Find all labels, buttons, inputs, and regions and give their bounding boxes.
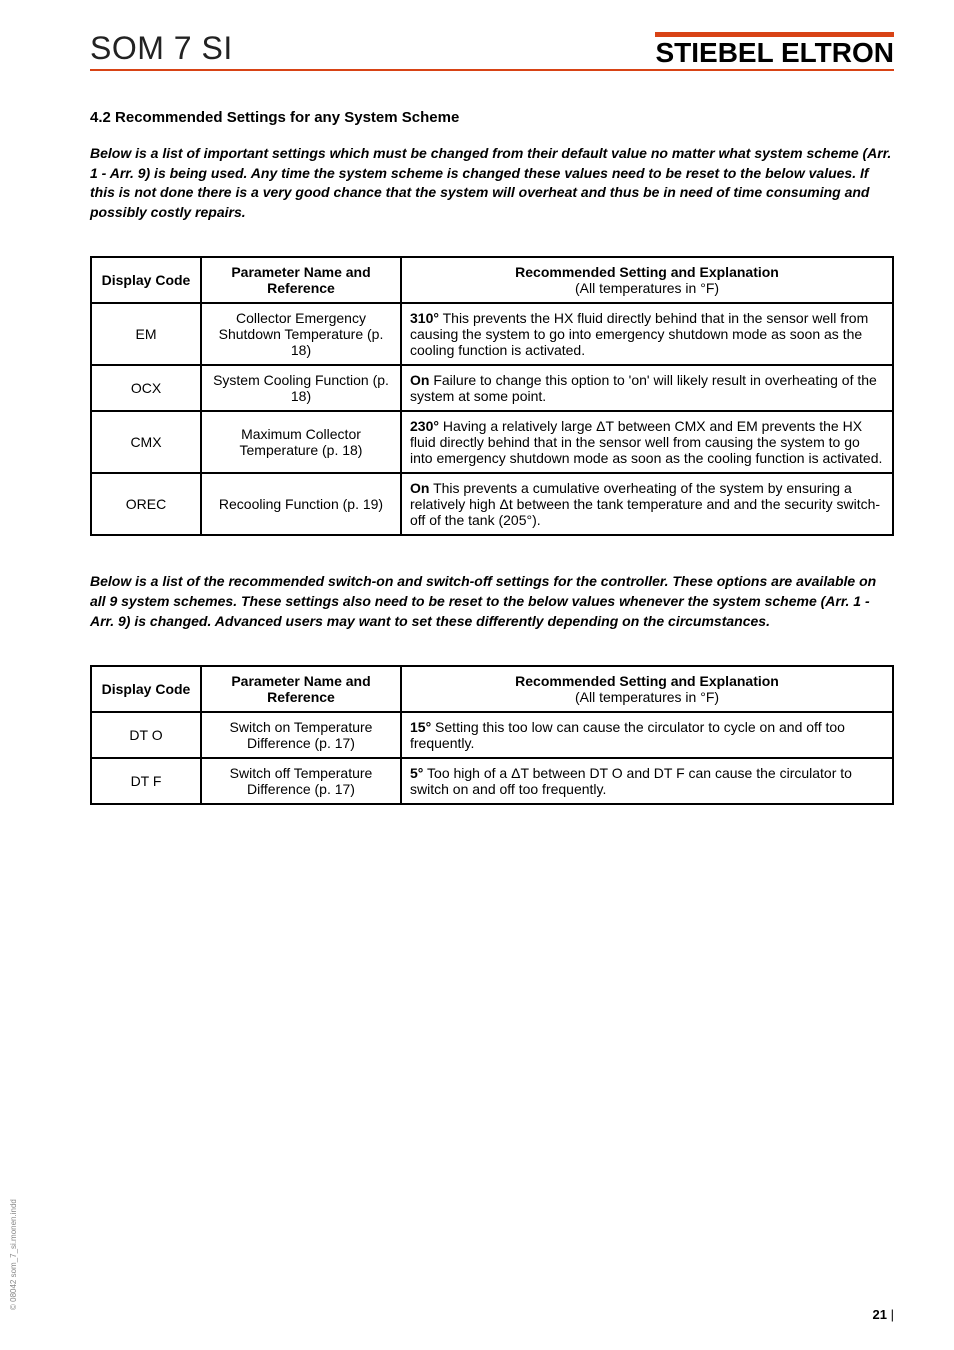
- table-header-row: Display Code Parameter Name and Referenc…: [91, 257, 893, 303]
- th-expl-line2: (All temperatures in °F): [410, 689, 884, 705]
- brand-logo: STIEBEL ELTRON: [655, 32, 894, 67]
- product-title: SOM 7 SI: [90, 30, 233, 67]
- th-explanation: Recommended Setting and Explanation (All…: [401, 257, 893, 303]
- table-row: DT OSwitch on Temperature Difference (p.…: [91, 712, 893, 758]
- cell-param-name: Switch on Temperature Difference (p. 17): [201, 712, 401, 758]
- intro-paragraph-1: Below is a list of important settings wh…: [90, 144, 894, 222]
- settings-table-1: Display Code Parameter Name and Referenc…: [90, 256, 894, 536]
- cell-explanation: 15° Setting this too low can cause the c…: [401, 712, 893, 758]
- cell-param-name: Maximum Collector Temperature (p. 18): [201, 411, 401, 473]
- table-row: CMXMaximum Collector Temperature (p. 18)…: [91, 411, 893, 473]
- section-heading: 4.2 Recommended Settings for any System …: [90, 109, 894, 126]
- cell-display-code: DT O: [91, 712, 201, 758]
- brand-text: STIEBEL ELTRON: [655, 32, 894, 67]
- cell-value-bold: On: [410, 480, 429, 496]
- cell-param-name: Recooling Function (p. 19): [201, 473, 401, 535]
- cell-explanation: 310° This prevents the HX fluid directly…: [401, 303, 893, 365]
- cell-explanation: 230° Having a relatively large ΔT betwee…: [401, 411, 893, 473]
- cell-display-code: OREC: [91, 473, 201, 535]
- cell-explanation: On Failure to change this option to 'on'…: [401, 365, 893, 411]
- cell-value-bold: 5°: [410, 765, 423, 781]
- cell-display-code: CMX: [91, 411, 201, 473]
- cell-value-bold: 15°: [410, 719, 431, 735]
- cell-param-name: Collector Emergency Shutdown Temperature…: [201, 303, 401, 365]
- cell-value-bold: 310°: [410, 310, 439, 326]
- table-row: OCXSystem Cooling Function (p. 18)On Fai…: [91, 365, 893, 411]
- page-number: 21 |: [873, 1307, 894, 1322]
- cell-display-code: DT F: [91, 758, 201, 804]
- side-copyright: © 08042 som_7_si.monen.indd: [9, 1199, 18, 1310]
- page-header: SOM 7 SI STIEBEL ELTRON: [90, 30, 894, 71]
- settings-table-2: Display Code Parameter Name and Referenc…: [90, 665, 894, 805]
- th-expl-line1: Recommended Setting and Explanation: [515, 673, 779, 689]
- page-number-value: 21: [873, 1307, 887, 1322]
- cell-display-code: EM: [91, 303, 201, 365]
- cell-display-code: OCX: [91, 365, 201, 411]
- th-display-code: Display Code: [91, 257, 201, 303]
- th-display-code: Display Code: [91, 666, 201, 712]
- th-param-name: Parameter Name and Reference: [201, 666, 401, 712]
- cell-param-name: Switch off Temperature Difference (p. 17…: [201, 758, 401, 804]
- table-row: EMCollector Emergency Shutdown Temperatu…: [91, 303, 893, 365]
- cell-value-bold: 230°: [410, 418, 439, 434]
- cell-param-name: System Cooling Function (p. 18): [201, 365, 401, 411]
- intro-paragraph-2: Below is a list of the recommended switc…: [90, 572, 894, 631]
- th-expl-line1: Recommended Setting and Explanation: [515, 264, 779, 280]
- table-row: DT FSwitch off Temperature Difference (p…: [91, 758, 893, 804]
- th-explanation: Recommended Setting and Explanation (All…: [401, 666, 893, 712]
- cell-explanation: On This prevents a cumulative overheatin…: [401, 473, 893, 535]
- th-expl-line2: (All temperatures in °F): [410, 280, 884, 296]
- cell-value-bold: On: [410, 372, 429, 388]
- th-param-name: Parameter Name and Reference: [201, 257, 401, 303]
- table-header-row: Display Code Parameter Name and Referenc…: [91, 666, 893, 712]
- cell-explanation: 5° Too high of a ΔT between DT O and DT …: [401, 758, 893, 804]
- table-row: ORECRecooling Function (p. 19)On This pr…: [91, 473, 893, 535]
